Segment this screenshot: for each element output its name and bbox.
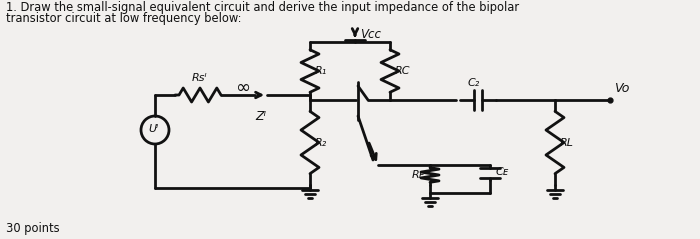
Text: RL: RL xyxy=(560,137,574,147)
Text: R₁: R₁ xyxy=(315,66,328,76)
Text: RC: RC xyxy=(395,66,410,76)
Text: 30 points: 30 points xyxy=(6,222,60,235)
Text: C₂: C₂ xyxy=(468,78,480,88)
Text: Vcc: Vcc xyxy=(360,27,381,40)
Text: Uᴵ: Uᴵ xyxy=(148,124,158,134)
Text: Cᴇ: Cᴇ xyxy=(496,167,510,177)
Text: 1. Draw the small-signal equivalent circuit and derive the input impedance of th: 1. Draw the small-signal equivalent circ… xyxy=(6,1,519,14)
Text: R₂: R₂ xyxy=(315,137,328,147)
Text: transistor circuit at low frequency below:: transistor circuit at low frequency belo… xyxy=(6,12,242,25)
Text: Rᴇ: Rᴇ xyxy=(412,170,426,180)
Text: Zᴵ: Zᴵ xyxy=(255,110,266,123)
Text: Rsᴵ: Rsᴵ xyxy=(192,73,208,83)
Text: ∞: ∞ xyxy=(235,79,250,97)
Text: Vo: Vo xyxy=(614,82,629,95)
